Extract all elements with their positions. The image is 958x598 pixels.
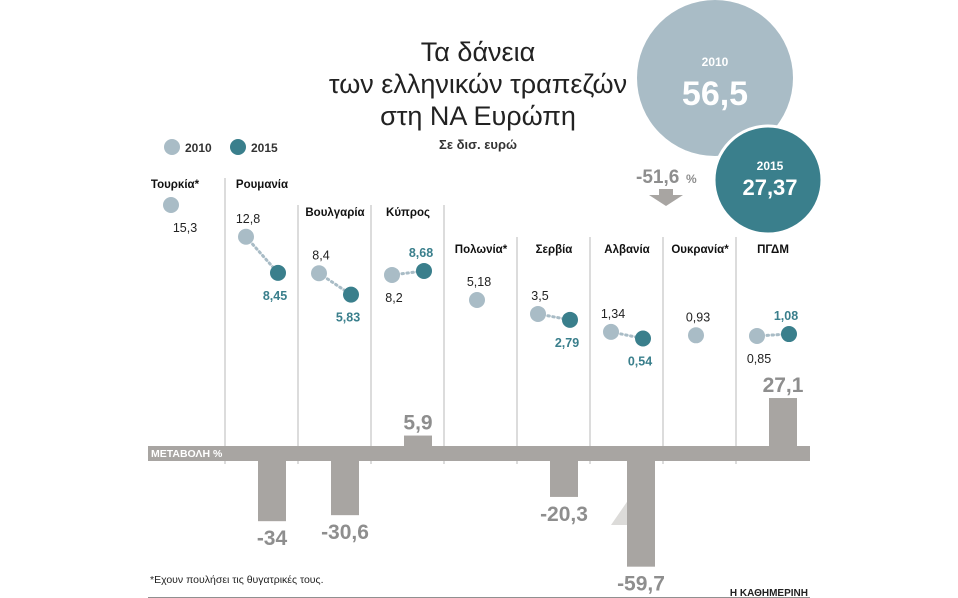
connector-1 [244,235,280,275]
change-label-5: -20,3 [540,503,588,526]
point-2010-4 [469,292,485,309]
change-label-6: -59,7 [617,573,665,596]
title-line-2: των ελληνικών τραπεζών [329,69,627,99]
down-arrow-icon [649,189,683,206]
change-label-1: -34 [257,527,288,550]
label-2010-4: 5,18 [467,275,491,289]
point-2010-7 [688,327,704,344]
label-2010-3: 8,2 [385,291,402,305]
total-2010-bubble [637,0,793,156]
column-dividers [224,178,737,464]
country-label-3: Κύπρος [386,207,430,219]
label-2015-2: 5,83 [336,311,360,325]
label-2010-5: 3,5 [531,289,548,303]
country-label-6: Αλβανία [604,244,649,256]
point-2010-5 [530,305,546,322]
country-label-2: Βουλγαρία [305,207,364,219]
label-2015-6: 0,54 [628,355,652,369]
point-2015-2 [343,286,359,303]
point-2010-8 [749,327,765,344]
label-2010-1: 12,8 [236,212,260,226]
total-2015-value: 27,37 [742,175,797,200]
label-2010-2: 8,4 [312,248,329,262]
total-2010-value: 56,5 [682,75,748,113]
label-2015-8: 1,08 [774,309,798,323]
point-2010-6 [603,323,619,340]
label-2015-5: 2,79 [555,336,579,350]
point-2015-5 [562,311,578,328]
point-2015-8 [781,326,797,343]
legend-2015-dot [230,139,246,155]
label-2010-7: 0,93 [686,310,710,324]
title-line-1: Τα δάνεια [421,37,535,67]
country-label-8: ΠΓΔΜ [757,244,789,256]
total-change-value: -51,6 [636,167,679,188]
country-label-0: Τουρκία* [151,179,200,191]
change-bar-1 [258,461,286,522]
subtitle: Σε δισ. ευρώ [439,137,517,152]
legend-2015-label: 2015 [251,141,278,155]
label-2010-0: 15,3 [173,221,197,235]
country-label-7: Ουκρανία* [671,244,729,256]
change-bar-6 [627,461,655,567]
total-2015-year: 2015 [757,159,784,173]
footnote: *Εχουν πουλήσει τις θυγατρικές τους. [150,574,324,586]
title-line-3: στη ΝΑ Ευρώπη [380,101,576,131]
point-2010-3 [384,266,400,283]
change-label-3: 5,9 [403,412,432,435]
point-2015-6 [635,330,651,347]
chart-marks: Τουρκία* 15,3 Ρουμανία 12,8 8,45 -34 Βουλγαρία… [151,179,804,596]
legend-2010-label: 2010 [185,141,212,155]
point-2010-0 [163,197,179,213]
label-2010-6: 1,34 [601,307,625,321]
total-change-unit: % [686,172,697,186]
legend-2010-dot [164,139,180,155]
change-axis-band [148,446,810,461]
change-axis-label: ΜΕΤΑΒΟΛΗ % [151,448,223,460]
point-2010-2 [311,265,327,282]
point-2015-3 [416,262,432,279]
source-credit: Η ΚΑΘΗΜΕΡΙΝΗ [730,588,808,598]
country-label-1: Ρουμανία [236,179,288,191]
change-bar-5 [550,461,578,497]
total-2010-year: 2010 [702,55,729,69]
change-bar-2 [331,461,359,516]
change-label-2: -30,6 [321,521,369,544]
total-2015-bubble [712,124,824,236]
point-2010-1 [238,228,254,245]
country-label-5: Σερβία [536,244,573,256]
label-2010-8: 0,85 [747,352,771,366]
point-2015-1 [270,264,286,281]
label-2015-1: 8,45 [263,289,287,303]
change-bar-3 [404,435,432,446]
change-label-8: 27,1 [763,374,804,397]
country-label-4: Πολωνία* [455,244,508,256]
label-2015-3: 8,68 [409,246,433,260]
change-bar-8 [769,398,797,446]
